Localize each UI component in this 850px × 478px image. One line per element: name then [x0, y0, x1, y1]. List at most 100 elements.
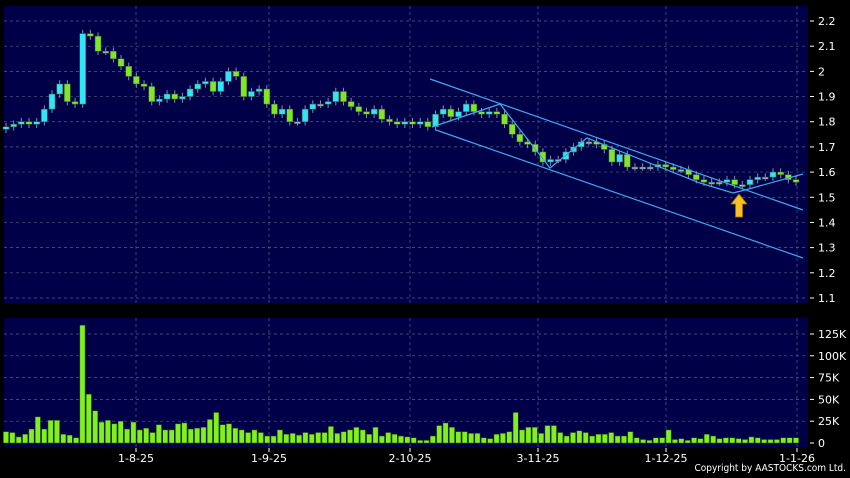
candle-body: [278, 108, 286, 115]
candle-body: [716, 181, 723, 185]
candle-body: [71, 101, 79, 105]
volume-bar: [519, 429, 525, 444]
volume-bar: [200, 427, 207, 444]
volume-bar: [3, 431, 9, 444]
volume-bar: [296, 434, 302, 444]
volume-bar: [436, 425, 443, 444]
price-tick-label: 1.8: [818, 116, 836, 129]
volume-tick-label: 50K: [818, 393, 840, 406]
volume-bar: [729, 437, 736, 444]
volume-bar: [780, 437, 787, 444]
volume-bar: [786, 437, 793, 444]
price-tick-label: 1.6: [818, 166, 836, 179]
volume-bar: [703, 434, 710, 444]
volume-bar: [500, 433, 506, 444]
x-tick-label: 1-8-25: [118, 452, 154, 465]
volume-bar: [149, 432, 156, 444]
candle-body: [762, 176, 769, 180]
zigzag-line: [431, 103, 804, 194]
candle-body: [355, 106, 363, 112]
volume-bar: [308, 434, 315, 444]
volume-bar: [47, 420, 54, 444]
candle-body: [470, 103, 478, 112]
volume-bar: [551, 425, 557, 444]
candle-body: [647, 166, 654, 170]
candle-body: [378, 108, 386, 120]
x-tick-label: 1-9-25: [251, 452, 287, 465]
candle-body: [493, 111, 501, 115]
volume-bar: [589, 435, 595, 444]
candle-body: [624, 154, 631, 168]
candle-body: [708, 181, 715, 185]
candle-body: [670, 166, 677, 170]
volume-bar: [175, 423, 181, 444]
candle-body: [616, 154, 623, 163]
candle-body: [746, 179, 754, 185]
candle-body: [723, 179, 731, 183]
candle-body: [324, 101, 332, 105]
volume-bar: [111, 423, 118, 444]
price-tick-label: 1.2: [818, 267, 836, 280]
volume-bar: [353, 427, 360, 444]
volume-bar: [608, 432, 615, 444]
candle-body: [87, 33, 94, 37]
volume-bar: [742, 439, 748, 444]
volume-bar: [302, 432, 309, 444]
volume-bar: [506, 431, 513, 444]
candle-body: [516, 134, 524, 143]
copyright-text: Copyright by AASTOCKS.com Ltd.: [694, 463, 846, 474]
volume-bar: [684, 440, 691, 444]
volume-bar: [602, 434, 608, 444]
price-tick-label: 1.7: [818, 141, 836, 154]
volume-bar: [633, 437, 640, 444]
volume-bar: [245, 432, 251, 444]
candle-body: [409, 121, 416, 125]
volume-bar: [570, 432, 576, 444]
volume-bar: [66, 434, 73, 444]
volume-bar: [595, 434, 602, 444]
volume-bar: [538, 433, 545, 444]
volume-bar: [723, 437, 729, 444]
x-tick-label: 2-10-25: [389, 452, 432, 465]
volume-bar: [105, 420, 111, 444]
candle-body: [439, 108, 447, 115]
candle-body: [79, 33, 86, 105]
volume-bar: [98, 421, 105, 444]
candle-body: [386, 118, 393, 122]
candle-body: [432, 113, 439, 128]
x-tick-label: 1-12-25: [645, 452, 688, 465]
volume-bar: [79, 325, 86, 444]
price-tick-label: 1.1: [818, 292, 836, 305]
volume-bar: [136, 429, 143, 444]
candle-body: [478, 111, 485, 115]
x-tick-label: 1-1-26: [779, 452, 815, 465]
candle-body: [41, 108, 48, 122]
volume-bar: [213, 412, 220, 444]
volume-bar: [238, 429, 245, 444]
volume-bar: [423, 440, 430, 444]
candle-body: [286, 108, 294, 122]
volume-bar: [512, 412, 519, 444]
candle-body: [792, 179, 800, 183]
candle-body: [401, 121, 409, 125]
volume-bar: [60, 434, 67, 444]
candle-body: [94, 35, 102, 52]
price-tick-label: 2.2: [818, 15, 836, 28]
volume-bar: [130, 421, 137, 444]
candle-body: [693, 174, 700, 180]
volume-bar: [640, 439, 646, 444]
candle-body: [662, 164, 669, 168]
volume-bar: [277, 429, 283, 444]
volume-bar: [563, 435, 570, 444]
volume-bar: [576, 430, 583, 444]
candle-body: [416, 121, 424, 125]
candle-body: [700, 179, 708, 183]
volume-bar: [417, 440, 423, 444]
volume-bar: [716, 438, 723, 444]
volume-bar: [340, 431, 347, 444]
volume-bar: [665, 429, 672, 444]
volume-bar: [582, 432, 589, 444]
volume-bar: [194, 427, 200, 444]
volume-bar: [328, 426, 334, 444]
